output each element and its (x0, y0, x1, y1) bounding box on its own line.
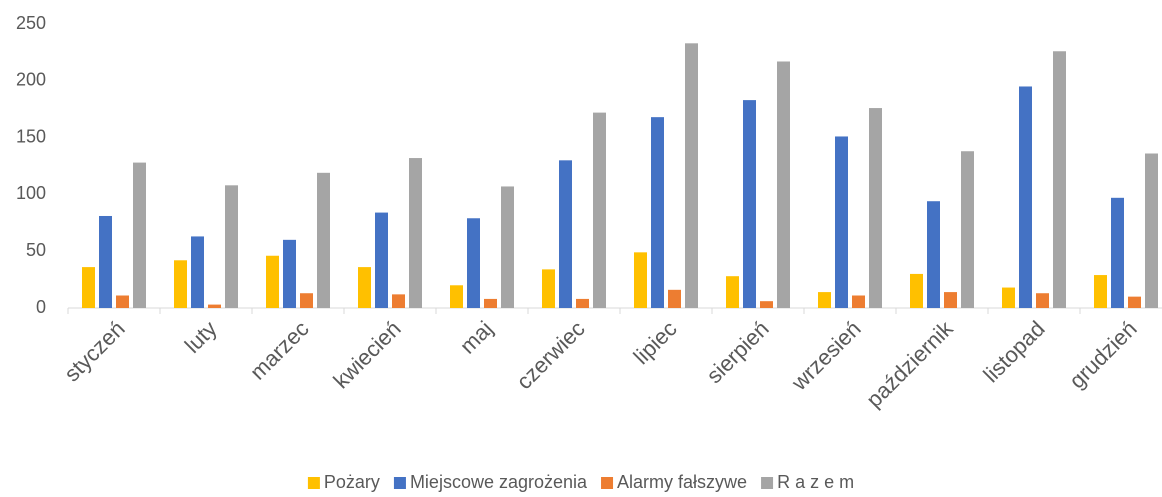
y-tick-label: 150 (16, 126, 46, 146)
bar (1145, 153, 1158, 308)
bar (835, 136, 848, 308)
x-tick-label: lipiec (629, 316, 682, 369)
bar (375, 212, 388, 308)
bar (818, 292, 831, 308)
x-tick-label: styczeń (59, 316, 129, 386)
x-tick-label: kwiecień (328, 316, 405, 393)
bar (116, 295, 129, 308)
legend-swatch (307, 477, 320, 489)
bar (191, 236, 204, 308)
bar (743, 100, 756, 308)
bar (869, 108, 882, 309)
bar (1036, 293, 1049, 308)
bar (225, 185, 238, 308)
x-tick-label: grudzień (1064, 316, 1141, 393)
bar (82, 267, 95, 308)
bar (634, 252, 647, 308)
bar (1111, 197, 1124, 308)
bar (392, 294, 405, 308)
y-tick-label: 100 (16, 183, 46, 203)
y-tick-label: 200 (16, 70, 46, 90)
bar (266, 255, 279, 308)
x-tick-label: luty (180, 316, 222, 358)
bar (1053, 51, 1066, 308)
legend-swatch (601, 477, 614, 489)
bar (317, 172, 330, 308)
x-tick-label: wrzesień (786, 316, 866, 396)
bar (133, 162, 146, 308)
bar (99, 215, 112, 308)
bar (208, 304, 221, 308)
bar (501, 186, 514, 308)
bar (1094, 275, 1107, 308)
bar (910, 273, 923, 308)
bar (1128, 296, 1141, 308)
bar (174, 260, 187, 308)
bar (300, 293, 313, 308)
bar (668, 289, 681, 308)
bar (283, 239, 296, 308)
bar (467, 218, 480, 308)
bar (559, 160, 572, 308)
y-tick-label: 250 (16, 13, 46, 33)
x-tick-label: maj (455, 316, 498, 359)
bar (576, 298, 589, 308)
y-tick-label: 50 (26, 240, 46, 260)
bar (760, 301, 773, 308)
legend-swatch (393, 477, 406, 489)
bar (944, 292, 957, 308)
bar (1002, 287, 1015, 308)
bar (961, 151, 974, 308)
x-tick-label: sierpień (701, 316, 773, 388)
bar (685, 43, 698, 308)
x-tick-label: marzec (245, 316, 314, 385)
legend-swatch (761, 477, 774, 489)
bar (358, 267, 371, 308)
x-tick-label: czerwiec (511, 316, 589, 394)
bar (726, 276, 739, 308)
bar (927, 201, 940, 308)
legend-label: Miejscowe zagrożenia (410, 472, 588, 492)
x-tick-label: listopad (978, 316, 1049, 387)
legend-label: R a z e m (777, 472, 854, 492)
bar (450, 285, 463, 308)
bar (1019, 86, 1032, 308)
bar (409, 158, 422, 308)
bar (593, 112, 606, 308)
bar (777, 61, 790, 308)
x-tick-label: październik (861, 315, 958, 412)
bar (484, 298, 497, 308)
bar (542, 269, 555, 308)
legend-label: Alarmy fałszywe (617, 472, 747, 492)
bar (852, 295, 865, 308)
bar (651, 117, 664, 308)
y-tick-label: 0 (36, 297, 46, 317)
legend-label: Pożary (324, 472, 380, 492)
